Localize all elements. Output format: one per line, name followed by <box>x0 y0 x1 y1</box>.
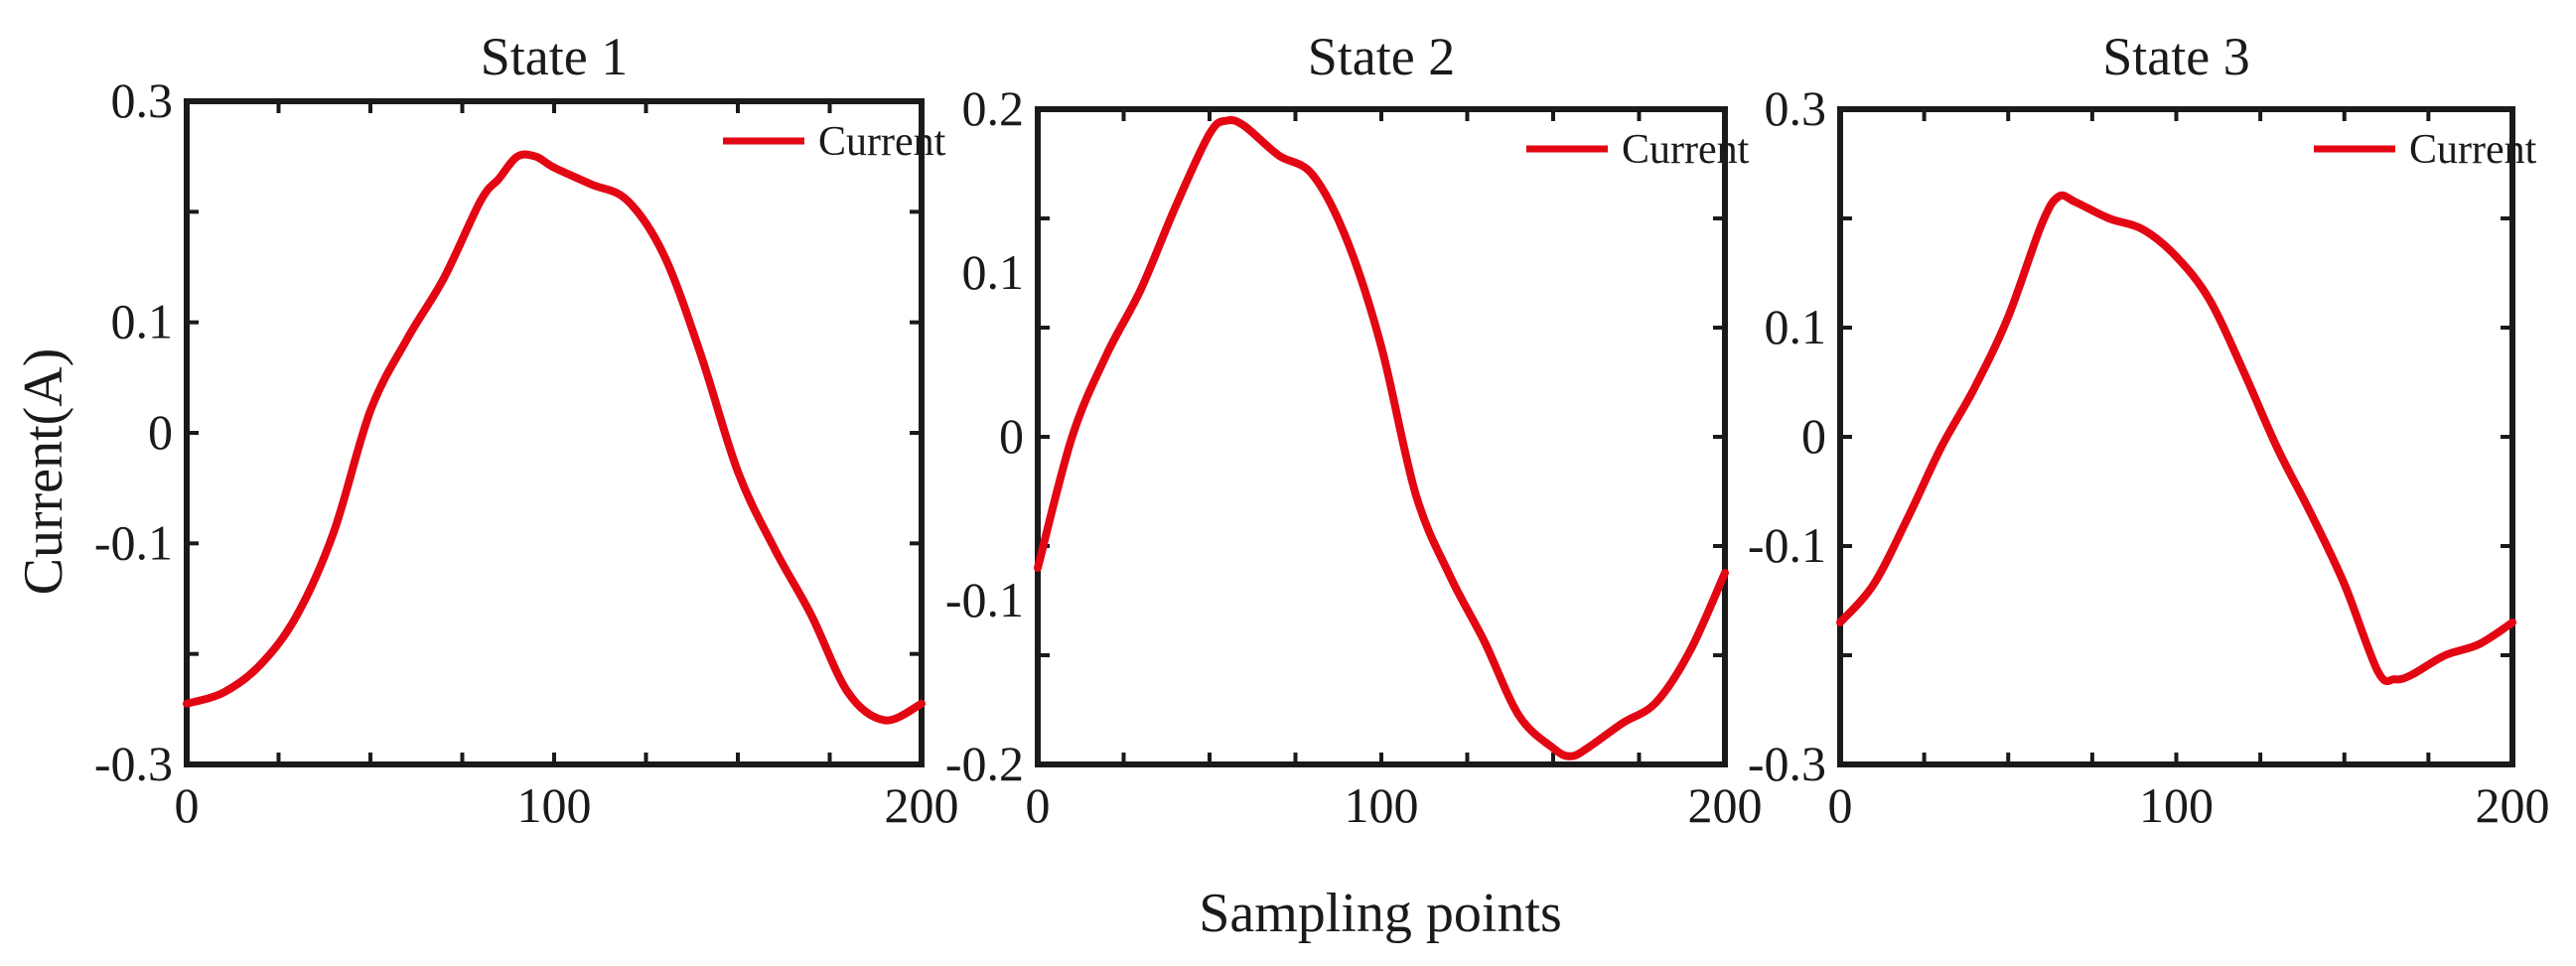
y-tick-label: 0.1 <box>111 294 174 349</box>
legend-label: Current <box>818 119 946 165</box>
y-tick-label: 0.3 <box>1765 80 1827 136</box>
x-tick-label: 0 <box>1026 777 1051 833</box>
legend-label: Current <box>2409 127 2537 173</box>
y-tick-label: 0.3 <box>111 72 174 128</box>
series-line-current <box>1836 191 2516 686</box>
x-tick-label: 0 <box>175 777 200 833</box>
y-tick-label: -0.1 <box>94 514 173 570</box>
y-tick-label: -0.3 <box>94 736 173 791</box>
y-tick-label: 0 <box>148 404 173 460</box>
series-line-current <box>1034 115 1729 760</box>
x-tick-label: 100 <box>2139 777 2214 833</box>
x-tick-label: 100 <box>517 777 592 833</box>
plot-frame <box>1035 106 1728 767</box>
y-tick-label: 0 <box>999 408 1024 464</box>
y-tick-label: -0.3 <box>1748 736 1826 791</box>
y-tick-label: 0 <box>1801 408 1826 464</box>
x-tick-label: 100 <box>1345 777 1419 833</box>
y-tick-label: -0.2 <box>945 736 1024 791</box>
y-tick-label: 0.1 <box>1765 299 1827 354</box>
chart-title: State 1 <box>481 27 628 86</box>
y-tick-label: -0.1 <box>945 572 1024 627</box>
legend-label: Current <box>1622 127 1750 173</box>
x-tick-label: 200 <box>1688 777 1763 833</box>
plot-frame <box>184 98 925 767</box>
chart-title: State 3 <box>2102 27 2249 86</box>
y-tick-label: 0.1 <box>962 244 1025 300</box>
x-tick-label: 200 <box>885 777 959 833</box>
chart-title: State 2 <box>1308 27 1455 86</box>
y-axis-label: Current(A) <box>13 348 74 596</box>
y-tick-label: -0.1 <box>1748 517 1826 573</box>
y-tick-label: 0.2 <box>962 80 1025 136</box>
x-axis-label: Sampling points <box>1199 883 1562 944</box>
plot-frame <box>1837 106 2515 767</box>
subplot-panels: State 10.30.10-0.1-0.30 100 200CurrentStat… <box>94 27 2550 833</box>
x-tick-label: 0 <box>1828 777 1853 833</box>
x-tick-label: 200 <box>2476 777 2550 833</box>
series-line-current <box>183 150 926 725</box>
